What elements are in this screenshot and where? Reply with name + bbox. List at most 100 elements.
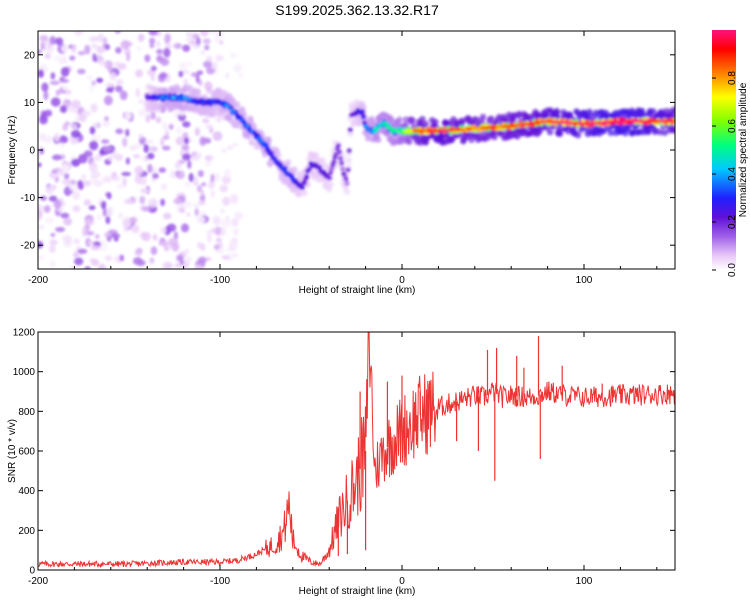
- snr-x-tick-label: -200: [28, 576, 48, 587]
- spectrogram-noise-cell: [89, 83, 94, 93]
- snr-series-line: [38, 332, 675, 569]
- spectrogram-noise-cell: [226, 145, 234, 151]
- spectrogram-noise-cell: [58, 59, 68, 64]
- spectrogram-noise-cell: [90, 44, 99, 49]
- spectrogram-ridge-core: [278, 164, 283, 168]
- spectrogram-ridge-core: [337, 149, 342, 153]
- colorbar-label: Normalized spectral amplitude: [738, 82, 749, 217]
- spectrogram-noise-cell: [220, 218, 230, 227]
- snr-spikes: [288, 336, 603, 557]
- spectrogram-noise-cell: [148, 31, 158, 36]
- spectrogram-noise-cell: [178, 70, 184, 78]
- spectrogram-noise-cell: [70, 158, 81, 167]
- spectrogram-x-label: Height of straight line (km): [299, 285, 416, 296]
- spectrogram-noise-cell: [90, 103, 98, 113]
- spectrogram-noise-cell: [89, 258, 96, 264]
- spectrogram-noise-cell: [78, 114, 87, 122]
- spectrogram-noise-cell: [210, 190, 215, 198]
- spectrogram-noise-cell: [89, 36, 99, 42]
- spectrogram-ridge-halo: [301, 189, 308, 196]
- spectrogram-noise-cell: [62, 234, 73, 242]
- spectrogram-noise-cell: [238, 72, 244, 79]
- spectrogram-noise-cell: [73, 252, 78, 258]
- spectrogram-ridge-core: [282, 168, 287, 172]
- spectrogram-noise-cell: [62, 85, 70, 91]
- spectrogram-ridge-cell: [329, 166, 335, 172]
- spectrogram-noise-cell: [140, 188, 150, 194]
- spectrogram-ridge-halo: [327, 181, 334, 188]
- spectrogram-noise-cell: [218, 245, 225, 255]
- spectrogram-noise-cell: [73, 238, 80, 245]
- spectrogram-noise-cell: [114, 31, 121, 34]
- spectrogram-noise-cell: [38, 255, 45, 261]
- spectrogram-noise-cell: [212, 215, 221, 226]
- spectrogram-noise-cell: [232, 142, 239, 147]
- spectrogram-ridge-core: [267, 149, 272, 154]
- spectrogram-ridge-core: [332, 155, 338, 159]
- spectrogram-noise-cell: [134, 166, 144, 176]
- spectrogram-ridge-halo: [181, 85, 189, 92]
- snr-x-tick-label: 0: [399, 576, 405, 587]
- spectrogram-noise-cell: [176, 254, 181, 262]
- spectrogram-ridge-halo: [419, 115, 426, 123]
- spectrogram-noise-cell: [163, 47, 171, 58]
- spectrogram-noise-cell: [82, 227, 87, 237]
- spectrogram-noise-cell: [210, 61, 218, 69]
- spectrogram-ridge-halo: [510, 112, 518, 119]
- spectrogram-noise-cell: [234, 211, 244, 221]
- spectrogram-ridge-core: [330, 163, 335, 167]
- spectrogram-noise-cell: [150, 112, 157, 120]
- spectrogram-noise-cell: [50, 261, 56, 268]
- spectrogram-ridge-cell: [335, 143, 341, 149]
- spectrogram-noise-cell: [139, 178, 145, 186]
- spectrogram-noise-cell: [136, 46, 142, 51]
- spectrogram-noise-cell: [39, 35, 49, 42]
- spectrogram-noise-cell: [86, 75, 93, 80]
- spectrogram-ridge-halo: [586, 108, 593, 116]
- spectrogram-noise-cell: [147, 152, 155, 160]
- spectrogram-ridge-core: [671, 119, 675, 123]
- spectrogram-ridge-halo: [663, 108, 670, 115]
- spectrogram-noise-cell: [219, 184, 229, 193]
- spectrogram-noise-cell: [148, 200, 155, 205]
- spectrogram-noise-cell: [213, 244, 220, 251]
- spectrogram-noise-cell: [175, 136, 185, 146]
- spectrogram-y-tick-label: 10: [24, 98, 36, 109]
- spectrogram-noise-cell: [43, 90, 49, 101]
- spectrogram-noise-cell: [100, 200, 107, 209]
- spectrogram-noise-cell: [174, 162, 182, 169]
- spectrogram-ridge-halo: [221, 89, 228, 97]
- spectrogram-noise-cell: [210, 173, 215, 183]
- spectrogram-noise-cell: [115, 85, 123, 93]
- spectrogram-noise-cell: [216, 116, 221, 123]
- spectrogram-noise-cell: [182, 153, 191, 161]
- spectrogram-noise-cell: [186, 37, 192, 43]
- spectrogram-noise-cell: [89, 140, 99, 151]
- spectrogram-noise-cell: [202, 60, 213, 68]
- spectrogram-ridge-core: [258, 138, 263, 142]
- spectrogram-ridge-halo: [661, 129, 668, 136]
- spectrogram-noise-cell: [59, 135, 67, 144]
- spectrogram-ridge-core: [383, 121, 388, 125]
- spectrogram-noise-cell: [102, 146, 113, 152]
- spectrogram-noise-cell: [192, 174, 198, 184]
- spectrogram-ridge-cell: [346, 148, 352, 154]
- spectrogram-noise-cell: [60, 163, 70, 172]
- spectrogram-noise-cell: [82, 180, 92, 187]
- spectrogram-ridge-halo: [175, 86, 182, 94]
- spectrogram-noise-cell: [90, 161, 96, 166]
- spectrogram-ridge-halo: [479, 113, 487, 121]
- spectrogram-noise-cell: [181, 144, 190, 151]
- spectrogram-noise-cell: [201, 182, 207, 187]
- spectrogram-noise-cell: [184, 248, 190, 254]
- spectrogram-noise-cell: [231, 218, 239, 227]
- spectrogram-noise-cell: [55, 89, 61, 96]
- spectrogram-noise-cell: [159, 72, 168, 80]
- spectrogram-noise-cell: [150, 72, 155, 82]
- spectrogram-noise-cell: [96, 45, 106, 54]
- spectrogram-noise-cell: [150, 246, 158, 256]
- spectrogram-ridge-core: [273, 159, 279, 163]
- spectrogram-noise-cell: [152, 234, 158, 241]
